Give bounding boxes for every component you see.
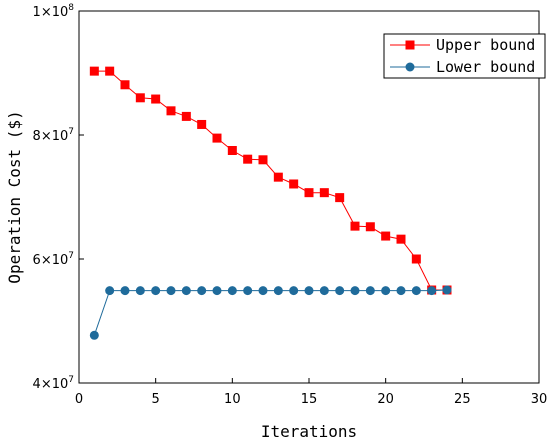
lower-bound-marker [335, 286, 345, 296]
upper-bound-marker [135, 93, 145, 103]
y-tick-mantissa: 8 [33, 129, 41, 144]
lower-bound-marker [442, 285, 452, 295]
y-tick-label: 4×107 [33, 375, 74, 392]
lower-bound-marker [135, 286, 145, 296]
upper-bound-marker [89, 66, 99, 76]
y-tick-label: 6×107 [33, 251, 74, 268]
upper-bound-marker [120, 80, 130, 90]
x-tick-label: 30 [531, 392, 548, 407]
lower-bound-line [93, 289, 448, 336]
lower-bound-marker [396, 286, 406, 296]
y-tick-base: ×10 [41, 5, 68, 20]
upper-bound-marker [105, 66, 115, 76]
lower-bound-marker [273, 286, 283, 296]
upper-bound-marker [212, 133, 222, 143]
y-tick-mantissa: 1 [33, 5, 41, 20]
x-tick-label: 15 [301, 392, 318, 407]
lower-bound-marker [166, 286, 176, 296]
upper-bound-marker [365, 222, 375, 232]
upper-bound-marker [411, 254, 421, 264]
x-tick-label: 25 [454, 392, 471, 407]
lower-bound-marker [105, 286, 115, 296]
upper-bound-marker [381, 231, 391, 241]
lower-bound-marker [319, 286, 329, 296]
series-layer [89, 66, 452, 340]
x-tick-label: 20 [377, 392, 394, 407]
x-tick-label: 0 [75, 392, 83, 407]
lower-bound-marker [151, 286, 161, 296]
upper-bound-marker [350, 221, 360, 231]
lower-bound-marker [243, 286, 253, 296]
upper-bound-marker [273, 172, 283, 182]
y-tick-label: 8×107 [33, 127, 74, 144]
upper-bound-marker [335, 193, 345, 203]
upper-bound-marker [243, 154, 253, 164]
x-tick-label: 5 [152, 392, 160, 407]
y-tick-exponent: 7 [68, 375, 74, 385]
lower-bound-marker [381, 286, 391, 296]
x-axis-title: Iterations [261, 422, 357, 441]
y-tick-base: ×10 [41, 129, 68, 144]
lower-bound-marker [350, 286, 360, 296]
legend: Upper bound Lower bound [383, 33, 546, 79]
legend-lower-bound-label: Lower bound [436, 58, 535, 76]
y-tick-base: ×10 [41, 253, 68, 268]
lower-bound-marker [227, 286, 237, 296]
y-tick-exponent: 7 [68, 251, 74, 261]
upper-bound-marker [151, 94, 161, 104]
upper-bound-marker [396, 234, 406, 244]
lower-bound-marker [181, 286, 191, 296]
lower-bound-marker [197, 286, 207, 296]
upper-bound-marker [319, 188, 329, 198]
y-tick-base: ×10 [41, 377, 68, 392]
lower-bound-marker [212, 286, 222, 296]
lower-bound-marker [258, 286, 268, 296]
y-tick-mantissa: 4 [33, 377, 41, 392]
lower-bound-marker [89, 330, 99, 340]
upper-bound-marker [304, 188, 314, 198]
legend-upper-bound-swatch-marker [405, 40, 415, 50]
y-tick-exponent: 8 [68, 3, 74, 13]
lower-bound-marker [365, 286, 375, 296]
upper-bound-marker [166, 106, 176, 116]
lower-bound-marker [427, 286, 437, 296]
lower-bound-marker [289, 286, 299, 296]
y-tick-mantissa: 6 [33, 253, 41, 268]
lower-bound-marker [304, 286, 314, 296]
upper-bound-marker [181, 111, 191, 121]
y-axis-title: Operation Cost ($) [5, 110, 24, 283]
upper-bound-line [94, 70, 447, 291]
lower-bound-marker [411, 286, 421, 296]
legend-upper-bound-label: Upper bound [436, 36, 535, 54]
upper-bound-marker [258, 155, 268, 165]
upper-bound-marker [197, 119, 207, 129]
upper-bound-marker [227, 146, 237, 155]
legend-lower-bound-swatch-marker [405, 62, 415, 72]
lower-bound-marker [120, 286, 130, 296]
y-tick-exponent: 7 [68, 127, 74, 137]
x-tick-label: 10 [224, 392, 241, 407]
y-tick-label: 1×108 [33, 3, 75, 20]
upper-bound-marker [289, 179, 299, 189]
